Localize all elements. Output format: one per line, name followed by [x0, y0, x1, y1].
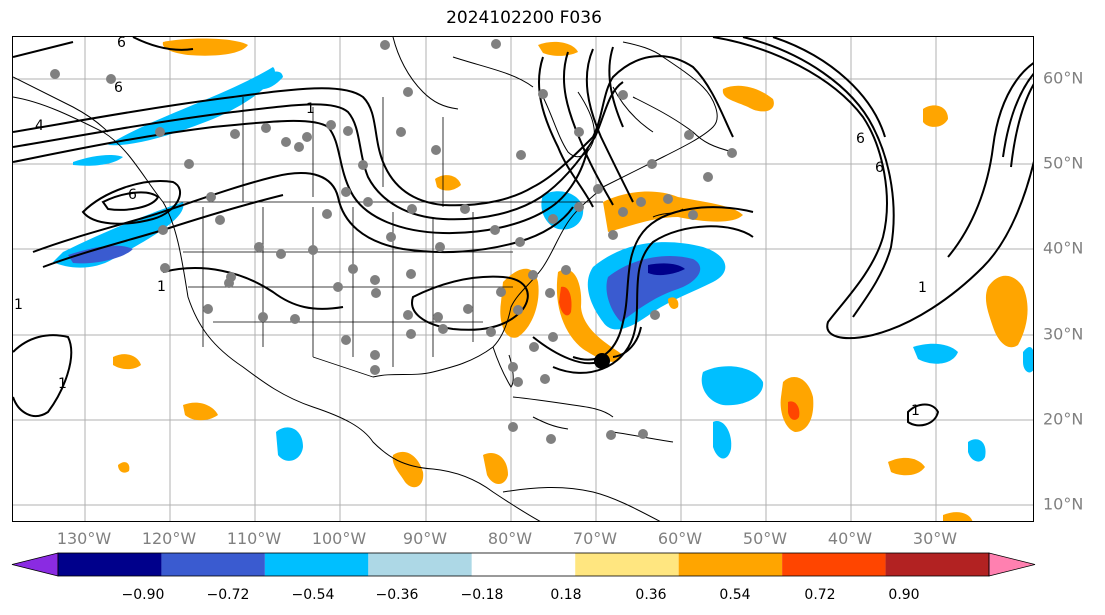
- map-panel: 6 6 4 1 6 6 6 1 1 1 1 1: [12, 36, 1034, 522]
- lon-label-110w: 110°W: [226, 529, 282, 548]
- lon-label-40w: 40°W: [827, 529, 873, 548]
- colorbar-extend-high: [988, 552, 1036, 577]
- colorbar-tick-label: 0.72: [804, 587, 836, 603]
- colorbar-tick-label: −0.36: [375, 587, 419, 603]
- colorbar-tick-label: 0.18: [550, 587, 582, 603]
- colorbar-tick-label: 0.54: [719, 587, 751, 603]
- station-markers: [50, 39, 737, 444]
- colorbar-tick-label: −0.54: [291, 587, 335, 603]
- colorbar-tick-label: 0.90: [888, 587, 920, 603]
- lon-label-70w: 70°W: [572, 529, 618, 548]
- lat-label-30n: 30°N: [1043, 324, 1084, 344]
- colorbar-segments: [11, 552, 1036, 577]
- lon-label-90w: 90°W: [402, 529, 448, 548]
- contour-label: 6: [117, 37, 126, 51]
- colorbar-segment: [368, 553, 472, 576]
- colorbar-tick-label: −0.90: [121, 587, 165, 603]
- colorbar-tick-label: −0.18: [460, 587, 504, 603]
- map-canvas: 6 6 4 1 6 6 6 1 1 1 1 1: [13, 37, 1033, 521]
- contour-label: 6: [875, 160, 884, 176]
- lat-label-40n: 40°N: [1043, 238, 1084, 258]
- lon-label-50w: 50°W: [742, 529, 788, 548]
- map-title: 2024102200 F036: [446, 8, 602, 28]
- colorbar-segment: [264, 553, 369, 576]
- contour-label: 1: [306, 101, 315, 117]
- colorbar-segment: [678, 553, 783, 576]
- colorbar-extend-low: [11, 552, 59, 577]
- colorbar-outline: [57, 552, 990, 577]
- lon-label-130w: 130°W: [56, 529, 112, 548]
- colorbar-segment: [885, 553, 989, 576]
- colorbar-segment: [58, 553, 162, 576]
- contour-label: 1: [911, 403, 920, 419]
- contour-label: 6: [114, 80, 123, 96]
- lon-label-30w: 30°W: [912, 529, 958, 548]
- colorbar-tick-label: −0.72: [206, 587, 250, 603]
- contour-label-group: 6 6 4 1 6 6 6 1 1 1 1 1: [14, 37, 927, 419]
- contour-label: 1: [58, 376, 67, 392]
- lon-label-80w: 80°W: [487, 529, 533, 548]
- storm-center-marker: [594, 353, 610, 369]
- lon-label-100w: 100°W: [311, 529, 367, 548]
- colorbar-segment: [161, 553, 265, 576]
- contour-label: 1: [918, 280, 927, 296]
- negative-anomaly-shading: [53, 67, 1033, 462]
- lon-label-60w: 60°W: [657, 529, 703, 548]
- lat-label-20n: 20°N: [1043, 409, 1084, 429]
- colorbar-tick-label: 0.36: [635, 587, 667, 603]
- colorbar-segment: [575, 553, 679, 576]
- contour-label: 6: [856, 131, 865, 147]
- contour-label: 1: [14, 297, 23, 313]
- contour-label: 4: [35, 118, 44, 134]
- lat-label-50n: 50°N: [1043, 153, 1084, 173]
- contour-label: 1: [157, 279, 166, 295]
- lon-label-120w: 120°W: [141, 529, 197, 548]
- colorbar-segment: [471, 553, 576, 576]
- lat-label-10n: 10°N: [1043, 494, 1084, 514]
- contour-label: 6: [128, 187, 137, 203]
- lat-label-60n: 60°N: [1043, 68, 1084, 88]
- colorbar-segment: [782, 553, 886, 576]
